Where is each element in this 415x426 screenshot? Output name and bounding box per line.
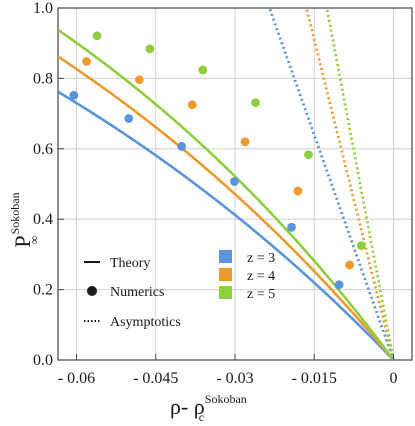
legend-label-z5: z = 5 [247, 287, 275, 302]
y-label-sub: ∞ [27, 236, 41, 245]
numerics-point [82, 57, 91, 66]
svg-text:PSokoban∞: PSokoban ∞ [8, 192, 41, 247]
numerics-point [198, 65, 208, 75]
numerics-point [287, 222, 296, 232]
x-label-main: ρ- ρ [170, 394, 205, 419]
legend-series: z = 3 z = 4 z = 5 [219, 250, 275, 302]
y-tick-label: 0.8 [33, 70, 53, 87]
numerics-point [251, 98, 261, 108]
x-label-sub: c [199, 410, 204, 424]
legend-swatch-z3 [219, 250, 232, 263]
x-tick-label: - 0.015 [292, 370, 337, 387]
y-tick-label: 0.4 [33, 211, 53, 228]
numerics-point [356, 241, 366, 251]
numerics-point [230, 177, 239, 186]
asymptotes [267, 8, 395, 360]
numerics-point [293, 186, 303, 196]
x-axis-label: ρ- ρSokoban c [170, 392, 247, 424]
numerics-point [334, 280, 344, 290]
legend-numerics-label: Numerics [110, 285, 164, 300]
x-tick-label: 0 [390, 370, 398, 387]
x-label-sup: Sokoban [205, 392, 247, 406]
y-label-main: P [10, 235, 35, 247]
numerics-point [187, 100, 197, 110]
legend-style: Theory Numerics Asymptotics [84, 256, 181, 330]
y-tick-label: 0.2 [33, 282, 53, 299]
y-tick-label: 0.6 [33, 141, 53, 158]
numerics-point [304, 150, 313, 160]
tick-marks [58, 7, 395, 361]
tick-labels: - 0.06 - 0.045 - 0.03 - 0.015 0 0.0 0.2 0.4 0.6 0… [33, 0, 398, 387]
x-tick-label: - 0.045 [133, 370, 178, 387]
numerics-point [345, 260, 355, 270]
x-tick-label: - 0.03 [216, 370, 253, 387]
asymptote-line-series-2 [325, 8, 395, 360]
legend-label-z4: z = 4 [247, 269, 275, 284]
legend-asymptotics-label: Asymptotics [110, 315, 181, 330]
numerics-point [92, 31, 102, 41]
numerics-point [240, 137, 250, 147]
numerics-point [124, 114, 134, 123]
asymptote-line-series-0 [267, 8, 395, 360]
curves [58, 28, 395, 360]
legend-numerics-dot [87, 286, 97, 296]
theory-curve-series-1 [58, 55, 395, 360]
theory-curve-series-0 [58, 90, 395, 360]
numerics-point [134, 75, 144, 85]
numerics-point [145, 44, 155, 54]
legend-swatch-z4 [219, 268, 232, 281]
legend-label-z3: z = 3 [247, 251, 275, 266]
legend-theory-label: Theory [110, 256, 150, 271]
y-tick-label: 0.0 [33, 352, 53, 369]
numerics-points [69, 31, 366, 290]
asymptote-line-series-1 [305, 8, 395, 360]
y-axis-label: PSokoban ∞ [8, 192, 41, 247]
x-tick-label: - 0.06 [58, 370, 95, 387]
y-label-sup: Sokoban [8, 192, 22, 234]
numerics-point [69, 90, 79, 100]
y-tick-label: 1.0 [33, 0, 53, 17]
legend-swatch-z5 [219, 286, 232, 299]
numerics-point [177, 141, 187, 151]
